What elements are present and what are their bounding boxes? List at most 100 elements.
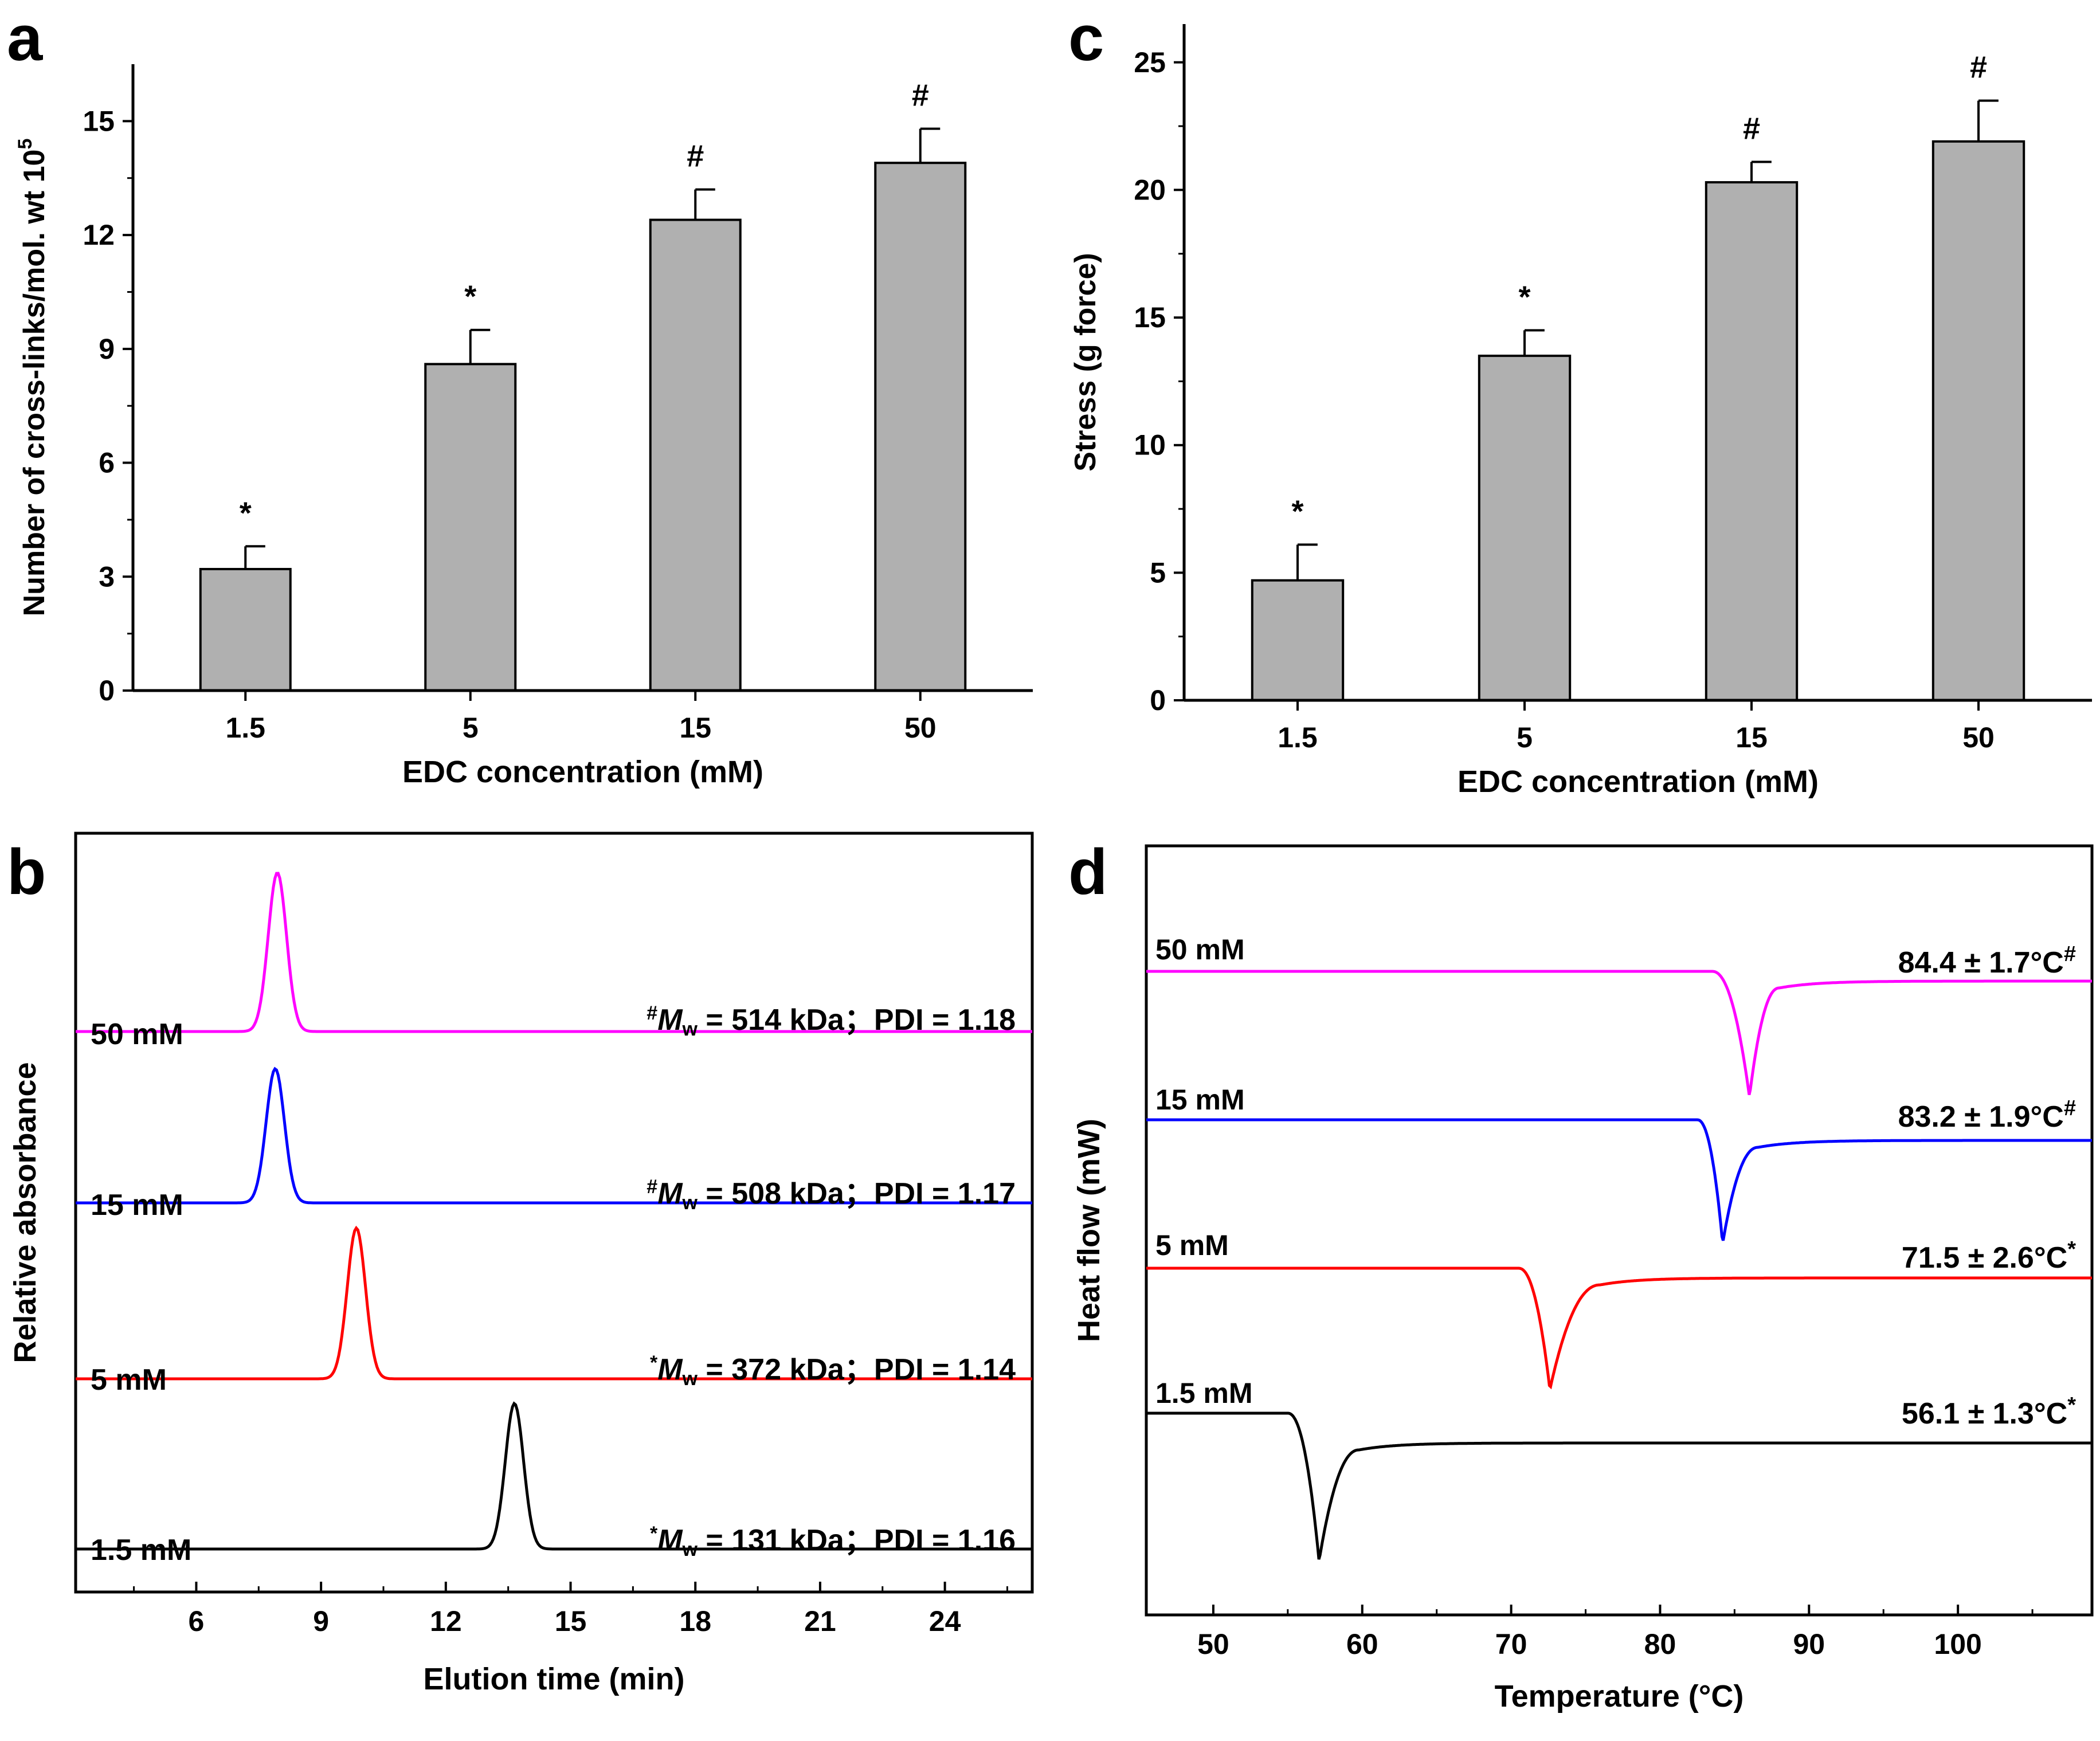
annotation-mark: # (647, 1176, 657, 1198)
series-label: 5 mM (91, 1363, 167, 1397)
y-axis-title: Heat flow (mW) (1072, 1119, 1106, 1342)
x-tick-label: 5 (463, 712, 479, 744)
x-tick-label: 15 (679, 712, 711, 744)
y-tick-label: 12 (83, 219, 115, 251)
x-tick-label: 21 (804, 1605, 836, 1637)
annotation-subscript: w (682, 1368, 698, 1390)
series-line (1146, 1411, 2092, 1560)
annotation-symbol: M (657, 1003, 683, 1037)
x-tick-label: 100 (1934, 1628, 1981, 1660)
x-tick-label: 70 (1495, 1628, 1527, 1660)
bar (649, 218, 742, 692)
series-label: 1.5 mM (1155, 1377, 1253, 1409)
series-annotation: #Mw = 508 kDa；PDI = 1.17 (647, 1176, 1016, 1214)
x-axis-title: EDC concentration (mM) (402, 755, 763, 789)
series-annotation: *Mw = 131 kDa；PDI = 1.16 (650, 1523, 1016, 1560)
series-2: 5 mM *Mw = 372 kDa；PDI = 1.14 (76, 1225, 1032, 1397)
annotation-text: = 514 kDa；PDI = 1.18 (698, 1003, 1016, 1037)
series-line (76, 1401, 1032, 1551)
y-tick-label: 10 (1134, 429, 1166, 461)
significance-mark: * (1291, 494, 1303, 528)
annotation-subscript: w (682, 1192, 698, 1214)
bar (1931, 140, 2025, 701)
y-axis-title: Number of cross-links/mol. wt 105 (14, 139, 51, 617)
x-axis-title: Elution time (min) (424, 1662, 685, 1696)
y-tick-label: 15 (83, 105, 115, 137)
annotation-value: 84.4 ± 1.7°C (1898, 946, 2064, 979)
series-label: 5 mM (1155, 1229, 1229, 1261)
annotation-subscript: w (682, 1018, 698, 1040)
series-3: 1.5 mM *Mw = 131 kDa；PDI = 1.16 (76, 1401, 1032, 1567)
y-axis-title-superscript: 5 (14, 139, 36, 150)
annotation-text: = 131 kDa；PDI = 1.16 (698, 1524, 1016, 1557)
annotation-subscript: w (682, 1539, 698, 1560)
bar (1478, 354, 1572, 701)
y-tick-label: 0 (99, 675, 115, 707)
bar (199, 568, 292, 692)
annotation-text: = 508 kDa；PDI = 1.17 (698, 1177, 1016, 1210)
significance-mark: * (464, 280, 476, 314)
y-tick-label: 6 (99, 447, 115, 479)
x-tick-label: 24 (929, 1605, 961, 1637)
significance-mark: # (1743, 111, 1760, 146)
y-tick-label: 5 (1150, 556, 1166, 589)
significance-mark: # (1970, 50, 1987, 85)
x-tick-label: 15 (555, 1605, 587, 1637)
annotation-value: 71.5 ± 2.6°C (1902, 1241, 2067, 1275)
panel-label: b (7, 836, 46, 908)
annotation-mark: * (650, 1523, 658, 1544)
bar (874, 162, 967, 692)
x-axis-title: Temperature (°C) (1495, 1679, 1744, 1713)
series-line (1146, 970, 2092, 1095)
significance-mark: # (687, 139, 704, 174)
series-1: 15 mM 83.2 ± 1.9°C# (1146, 1084, 2092, 1241)
y-axis-title-text: Stress (g force) (1069, 253, 1102, 471)
x-tick-label: 80 (1644, 1628, 1676, 1660)
series-0: 50 mM 84.4 ± 1.7°C# (1146, 934, 2092, 1095)
series-label: 1.5 mM (91, 1534, 191, 1567)
x-tick-label: 50 (1197, 1628, 1229, 1660)
x-tick-label: 9 (313, 1605, 329, 1637)
series-annotation: #Mw = 514 kDa；PDI = 1.18 (647, 1002, 1016, 1040)
annotation-text: = 372 kDa；PDI = 1.14 (698, 1353, 1016, 1386)
y-tick-label: 15 (1134, 301, 1166, 334)
significance-mark: * (240, 496, 252, 530)
series-label: 50 mM (1155, 934, 1245, 966)
panel-label: d (1068, 836, 1107, 908)
plot-frame (74, 832, 1034, 1594)
series-label: 15 mM (1155, 1084, 1245, 1116)
y-axis-title: Relative absorbance (8, 1062, 42, 1363)
annotation-symbol: M (657, 1353, 683, 1386)
y-tick-label: 0 (1150, 684, 1166, 716)
bar (1705, 181, 1799, 701)
annotation-mark: # (2064, 942, 2076, 966)
annotation-value: 83.2 ± 1.9°C (1898, 1100, 2064, 1134)
series-line (1146, 1266, 2092, 1390)
y-tick-label: 20 (1134, 174, 1166, 206)
panel-c: c * 1.5 * 5 #15 #50 0 5 10 15 20 25 EDC concentration… (1068, 2, 2092, 799)
series-annotation: 56.1 ± 1.3°C* (1902, 1393, 2076, 1430)
series-line (76, 1225, 1032, 1381)
series-line (76, 1066, 1032, 1205)
x-tick-label: 6 (189, 1605, 205, 1637)
panel-label: c (1068, 2, 1104, 74)
panel-label: a (7, 2, 43, 74)
series-0: 50 mM #Mw = 514 kDa；PDI = 1.18 (76, 872, 1032, 1051)
x-axis-title: EDC concentration (mM) (1458, 764, 1819, 799)
series-annotation: *Mw = 372 kDa；PDI = 1.14 (650, 1352, 1016, 1390)
y-axis-title: Stress (g force) (1069, 253, 1102, 471)
series-1: 15 mM #Mw = 508 kDa；PDI = 1.17 (76, 1066, 1032, 1222)
annotation-mark: * (650, 1352, 658, 1374)
series-2: 5 mM 71.5 ± 2.6°C* (1146, 1229, 2092, 1390)
annotation-value: 56.1 ± 1.3°C (1902, 1397, 2067, 1430)
x-tick-label: 60 (1346, 1628, 1378, 1660)
x-tick-label: 15 (1735, 722, 1768, 754)
y-tick-label: 3 (99, 560, 115, 593)
significance-mark: * (1518, 280, 1530, 314)
series-annotation: 84.4 ± 1.7°C# (1898, 942, 2076, 979)
series-annotation: 83.2 ± 1.9°C# (1898, 1096, 2076, 1134)
series-line (1146, 1118, 2092, 1241)
significance-mark: # (912, 79, 929, 113)
